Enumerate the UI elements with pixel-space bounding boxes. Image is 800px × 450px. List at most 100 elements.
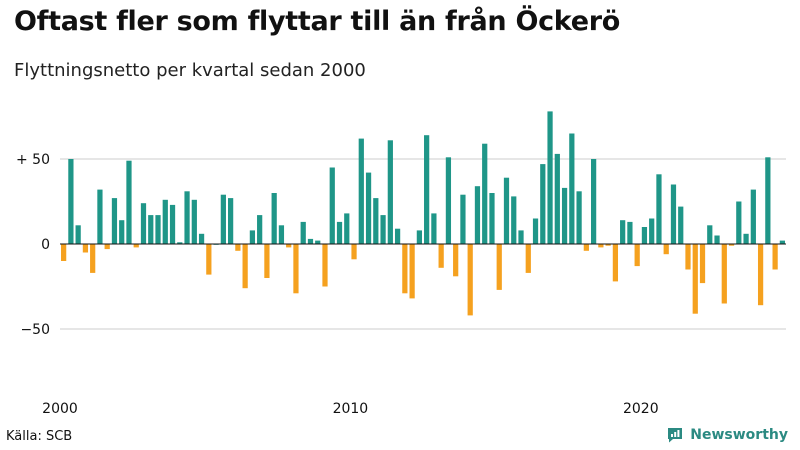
axis-labels: + 50 0 −50 2000 2010 2020 xyxy=(16,152,786,417)
bar xyxy=(424,135,430,244)
x-tick-label: 2000 xyxy=(42,401,78,417)
source-note: Källa: SCB xyxy=(6,429,73,444)
bar xyxy=(569,133,575,244)
bar xyxy=(627,221,633,244)
bar xyxy=(431,213,437,244)
bar xyxy=(685,244,691,270)
brand-name: Newsworthy xyxy=(690,427,788,443)
bar xyxy=(692,244,698,314)
chart-title: Oftast fler som flyttar till än från Öck… xyxy=(14,6,621,37)
bar xyxy=(191,199,197,244)
bar xyxy=(779,240,785,244)
bar xyxy=(351,244,357,260)
bar xyxy=(445,157,452,244)
bar xyxy=(162,199,168,244)
bar xyxy=(547,111,553,245)
bar xyxy=(634,244,640,267)
bar xyxy=(518,230,524,244)
bar xyxy=(322,244,328,287)
bar xyxy=(482,143,488,244)
bar xyxy=(736,201,742,244)
bar xyxy=(264,244,270,278)
bar xyxy=(242,244,248,289)
bar xyxy=(315,240,321,244)
bar xyxy=(714,235,720,244)
bar xyxy=(656,174,662,244)
bar xyxy=(329,167,335,244)
bar xyxy=(82,244,89,253)
brand-logo[interactable]: Newsworthy xyxy=(666,426,788,444)
bar xyxy=(249,230,256,244)
bar xyxy=(525,244,531,273)
bar xyxy=(111,198,118,244)
bar xyxy=(663,244,669,255)
bar xyxy=(119,220,125,244)
bar xyxy=(750,189,756,244)
bar xyxy=(511,196,517,244)
bar xyxy=(228,198,234,244)
bar xyxy=(612,244,619,282)
x-tick-label: 2020 xyxy=(623,401,659,417)
chart-subtitle: Flyttningsnetto per kvartal sedan 2000 xyxy=(14,60,366,81)
bar xyxy=(126,160,132,244)
bar xyxy=(286,244,292,248)
bar xyxy=(409,244,415,299)
bar xyxy=(728,244,735,246)
bar xyxy=(90,244,96,273)
bar xyxy=(278,225,285,244)
bar xyxy=(532,218,539,244)
bar xyxy=(68,159,74,244)
bar xyxy=(198,233,205,244)
bar xyxy=(641,227,648,244)
bar xyxy=(591,159,597,244)
grid-lines xyxy=(60,158,786,330)
bar xyxy=(489,193,495,244)
bar xyxy=(402,244,408,294)
bar xyxy=(380,215,386,244)
bar xyxy=(394,228,401,244)
bar xyxy=(721,244,727,304)
y-tick-label: −50 xyxy=(20,322,50,338)
bar xyxy=(387,140,393,244)
bars xyxy=(61,111,785,316)
bar xyxy=(358,138,364,244)
bar xyxy=(503,177,510,244)
bar xyxy=(293,244,299,294)
bar xyxy=(307,238,314,244)
bar xyxy=(177,242,183,244)
bar xyxy=(620,220,626,244)
bar xyxy=(75,225,81,244)
newsworthy-logo-icon xyxy=(668,428,683,443)
bar xyxy=(373,198,379,244)
bar xyxy=(699,244,706,284)
bar xyxy=(678,206,684,244)
bar xyxy=(140,203,147,244)
bar xyxy=(184,191,190,244)
bar xyxy=(453,244,459,277)
bar xyxy=(670,184,677,244)
x-tick-label: 2010 xyxy=(333,401,369,417)
bar xyxy=(133,244,139,248)
bar xyxy=(365,172,372,244)
bar xyxy=(598,244,604,248)
bar xyxy=(169,204,176,244)
bar xyxy=(467,244,473,316)
bar xyxy=(235,244,241,251)
bar xyxy=(104,244,110,250)
bar xyxy=(707,225,713,244)
bar xyxy=(474,186,481,244)
bar xyxy=(743,233,749,244)
bar xyxy=(300,221,306,244)
bar xyxy=(416,230,422,244)
bar xyxy=(772,244,778,270)
bar xyxy=(220,194,226,244)
bar xyxy=(496,244,502,290)
bar xyxy=(554,153,560,244)
bar xyxy=(206,244,212,275)
bar xyxy=(460,194,466,244)
bar xyxy=(155,215,161,244)
bar xyxy=(271,193,277,244)
bar xyxy=(336,221,343,244)
y-tick-label: 0 xyxy=(41,237,50,253)
